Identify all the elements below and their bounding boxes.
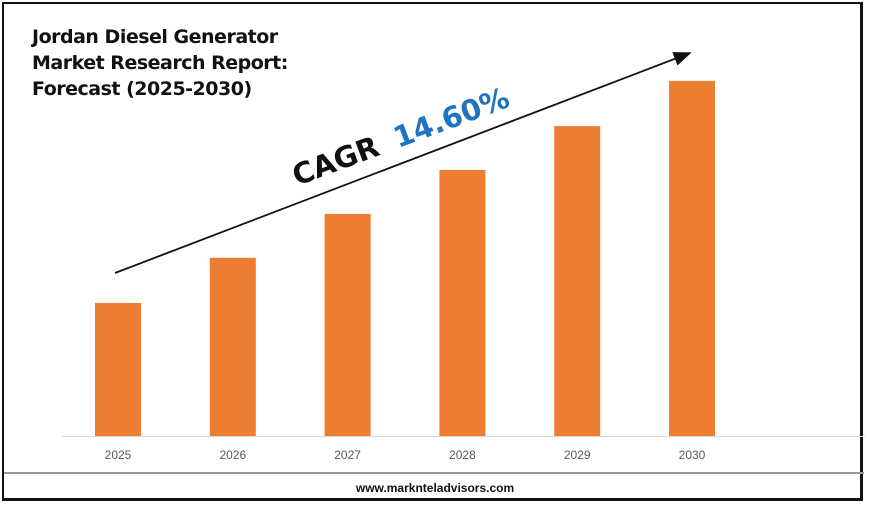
bar-2030 <box>669 80 715 436</box>
x-tick-label: 2027 <box>334 448 361 462</box>
chart-title: Jordan Diesel Generator Market Research … <box>32 24 288 102</box>
title-line: Jordan Diesel Generator <box>32 26 278 48</box>
title-line: Forecast (2025-2030) <box>32 78 252 100</box>
bar-2027 <box>324 213 371 436</box>
x-tick-label: 2029 <box>564 448 591 462</box>
x-tick-label: 2028 <box>449 448 476 462</box>
x-tick-label: 2026 <box>219 448 246 462</box>
chart-frame <box>2 2 863 501</box>
footer-url: www.marknteladvisors.com <box>355 481 515 495</box>
bar-2028 <box>439 170 486 436</box>
bar-2025 <box>95 303 141 436</box>
x-tick-label: 2030 <box>679 448 706 462</box>
footer-divider <box>4 472 864 474</box>
bar-2026 <box>209 257 256 436</box>
title-line: Market Research Report: <box>32 52 288 74</box>
bar-2029 <box>554 126 601 437</box>
trend-arrow <box>114 52 692 274</box>
cagr-label: CAGR <box>288 129 384 192</box>
x-tick-label: 2025 <box>105 448 132 462</box>
